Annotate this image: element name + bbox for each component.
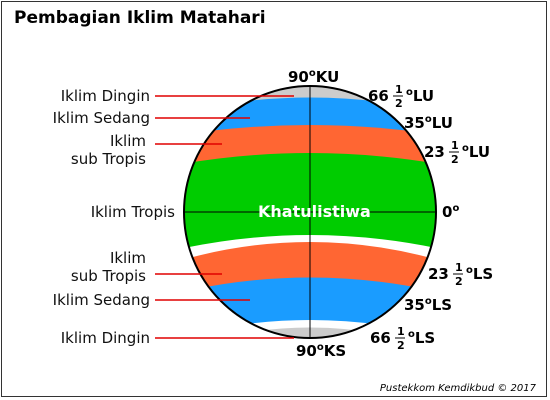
lat-66-south-dir: oLS	[408, 329, 435, 347]
lat-23-south-dir: oLS	[466, 265, 493, 283]
lat-66-south: 66	[370, 329, 391, 347]
lat-23-north-frac-top: 1	[451, 139, 459, 152]
equator-label: Khatulistiwa	[258, 202, 371, 221]
label-iklim-sedang-north: Iklim Sedang	[53, 109, 150, 127]
lat-23-south-frac-bot: 2	[455, 275, 463, 288]
label-iklim-dingin-north: Iklim Dingin	[61, 87, 150, 105]
lat-66-north-dir: oLU	[406, 87, 434, 105]
globe-outline	[183, 85, 437, 339]
lat-equator: 0o	[442, 203, 459, 221]
lat-north-pole: 90oKU	[288, 68, 339, 86]
label-iklim-tropis: Iklim Tropis	[91, 203, 175, 221]
label-iklim-subtropis-north-line1: Iklim	[110, 132, 146, 150]
lat-23-south-frac-top: 1	[455, 261, 463, 274]
lat-66-south-frac-bot: 2	[397, 339, 405, 352]
leader-lines	[155, 95, 294, 339]
band-temperate-north	[170, 80, 450, 81]
climate-labels: Iklim Dingin Iklim Sedang Iklim sub Trop…	[53, 87, 176, 347]
lat-35-north: 35oLU	[404, 114, 453, 132]
lat-66-north-frac-top: 1	[395, 83, 403, 96]
lat-23-north-dir: oLU	[462, 143, 490, 161]
label-iklim-subtropis-north-line2: sub Tropis	[71, 150, 146, 168]
label-iklim-subtropis-south-line1: Iklim	[110, 249, 146, 267]
lat-23-north-frac-bot: 2	[451, 153, 459, 166]
lat-66-south-frac-top: 1	[397, 325, 405, 338]
lat-23-north: 23	[424, 143, 445, 161]
label-iklim-sedang-south: Iklim Sedang	[53, 291, 150, 309]
lat-23-south: 23	[428, 265, 449, 283]
lat-66-north: 66	[368, 87, 389, 105]
label-iklim-subtropis-south-line2: sub Tropis	[71, 267, 146, 285]
lat-south-pole: 90oKS	[296, 342, 346, 360]
label-iklim-dingin-south: Iklim Dingin	[61, 329, 150, 347]
lat-35-south: 35oLS	[404, 296, 452, 314]
lat-66-north-frac-bot: 2	[395, 97, 403, 110]
latitude-labels: 90oKU 66 1 2 oLU 35oLU 23 1 2 oLU 0o 23 …	[288, 68, 493, 360]
credit-text: Pustekkom Kemdikbud © 2017	[379, 383, 536, 394]
band-temperate-north-shape	[309, 0, 311, 1]
diagram-title: Pembagian Iklim Matahari	[14, 8, 266, 28]
